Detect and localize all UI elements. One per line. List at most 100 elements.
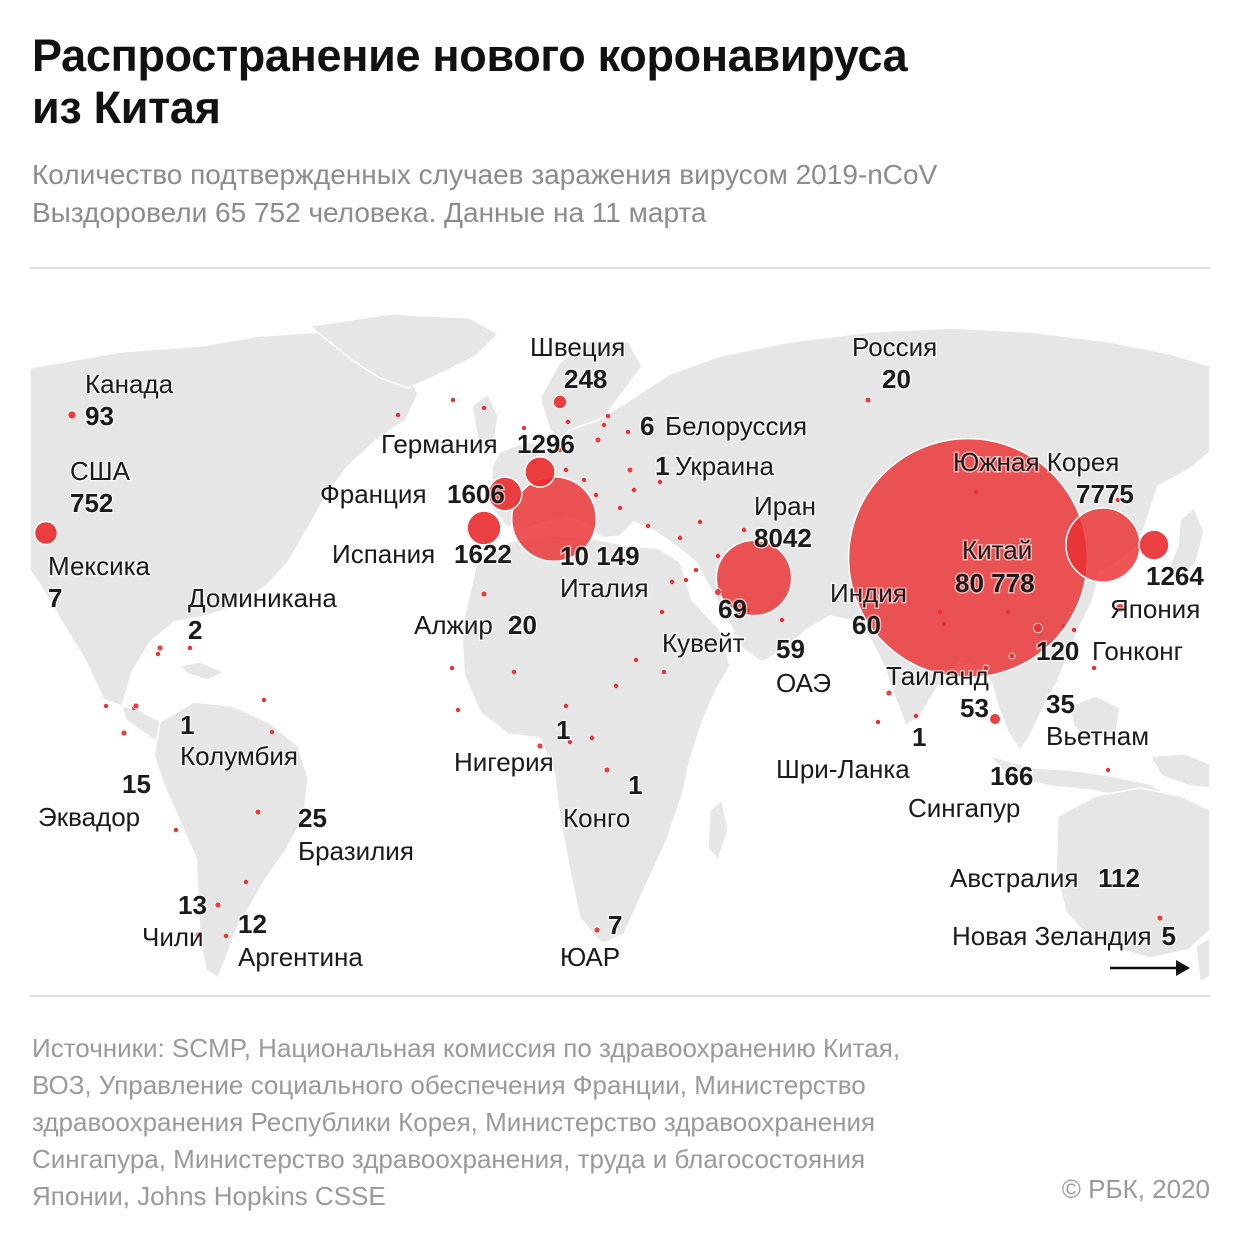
- case-count-thailand: 53: [960, 693, 989, 723]
- bubble-usa: [33, 520, 59, 546]
- case-count-russia: 20: [882, 364, 911, 394]
- minor-case-dot: [593, 492, 599, 498]
- minor-case-dot: [455, 707, 461, 713]
- minor-case-dot: [223, 933, 229, 939]
- country-name-new-zealand: Новая Зеландия: [952, 921, 1152, 951]
- minor-case-dot: [1071, 627, 1077, 633]
- land-south-america: [153, 701, 309, 979]
- case-count-ecuador: 15: [122, 769, 151, 799]
- country-name-vietnam: Вьетнам: [1046, 721, 1149, 751]
- bubble-belarus: [594, 436, 602, 444]
- bubble-brazil: [254, 808, 262, 816]
- subtitle-line-2: Выздоровели 65 752 человека. Данные на 1…: [32, 197, 707, 228]
- country-name-ukraine: Украина: [675, 451, 775, 481]
- bubble-kuwait: [714, 588, 722, 596]
- country-name-spain: Испания: [332, 539, 435, 569]
- minor-case-dot: [631, 487, 637, 493]
- country-name-sweden: Швеция: [530, 332, 625, 362]
- bubble-ecuador: [120, 729, 128, 737]
- minor-case-dot: [103, 703, 109, 709]
- country-name-iran: Иран: [754, 491, 816, 521]
- country-name-south-africa: ЮАР: [560, 942, 620, 972]
- country-name-belarus: Белоруссия: [665, 411, 807, 441]
- minor-case-dot: [645, 523, 651, 529]
- case-count-hong-kong: 120: [1036, 636, 1079, 666]
- case-count-argentina: 12: [238, 909, 267, 939]
- country-name-congo: Конго: [563, 803, 630, 833]
- case-count-algeria: 20: [508, 610, 537, 640]
- country-name-argentina: Аргентина: [238, 942, 363, 972]
- minor-case-dot: [243, 879, 249, 885]
- bubble-uae: [736, 608, 744, 616]
- title-line-2: из Китая: [32, 82, 221, 133]
- minor-case-dot: [521, 425, 527, 431]
- minor-case-dot: [677, 535, 683, 541]
- bubble-algeria: [480, 590, 488, 598]
- minor-case-dot: [601, 422, 607, 428]
- minor-case-dot: [697, 519, 703, 525]
- minor-case-dot: [659, 609, 665, 615]
- case-count-vietnam: 35: [1046, 689, 1075, 719]
- case-count-japan: 1264: [1146, 561, 1204, 591]
- sources-line-3: здравоохранения Республики Корея, Минист…: [32, 1107, 876, 1137]
- minor-case-dot: [715, 553, 721, 559]
- country-name-south-korea: Южная Корея: [953, 447, 1119, 477]
- bubble-south-korea: [1065, 507, 1141, 583]
- minor-case-dot: [261, 697, 267, 703]
- bubble-new-zealand: [1156, 914, 1164, 922]
- bubble-spain: [466, 510, 502, 546]
- country-name-france: Франция: [320, 479, 427, 509]
- country-name-japan: Япония: [1110, 594, 1200, 624]
- subtitle-line-1: Количество подтвержденных случаев зараже…: [32, 159, 938, 190]
- country-name-hong-kong: Гонконг: [1092, 636, 1183, 666]
- minor-case-dot: [563, 703, 569, 709]
- case-count-new-zealand: 5: [1162, 921, 1176, 951]
- land-australia: [1055, 787, 1210, 959]
- bubble-congo: [603, 766, 611, 774]
- land-japan: [1167, 507, 1205, 583]
- case-count-china: 80 778: [955, 568, 1035, 598]
- minor-case-dot: [633, 657, 639, 663]
- bubble-ukraine: [626, 466, 634, 474]
- minor-case-dot: [741, 527, 747, 533]
- case-count-uae: 59: [776, 634, 805, 664]
- minor-case-dot: [173, 827, 179, 833]
- minor-case-dot: [581, 477, 587, 483]
- sources-line-5: Японии, Johns Hopkins CSSE: [32, 1181, 386, 1211]
- case-count-usa: 752: [70, 488, 113, 518]
- bubble-singapore: [989, 713, 1001, 725]
- minor-case-dot: [669, 579, 675, 585]
- minor-case-dot: [565, 419, 571, 425]
- country-name-dominican: Доминикана: [188, 583, 337, 613]
- minor-case-dot: [449, 665, 455, 671]
- country-name-brazil: Бразилия: [298, 836, 414, 866]
- case-count-sri-lanka: 1: [912, 722, 926, 752]
- minor-case-dot: [625, 429, 631, 435]
- bubble-iran: [715, 539, 793, 617]
- minor-case-dot: [657, 479, 663, 485]
- bubble-australia: [1115, 603, 1125, 613]
- bubble-layer: [33, 394, 1170, 939]
- land-madagascar: [707, 799, 729, 861]
- sources-line-2: ВОЗ, Управление социального обеспечения …: [32, 1070, 866, 1100]
- sources-line-1: Источники: SCMP, Национальная комиссия п…: [32, 1033, 901, 1063]
- sources-line-4: Сингапура, Министерство здравоохранения,…: [32, 1144, 866, 1174]
- minor-case-dot: [187, 645, 193, 651]
- country-name-sri-lanka: Шри-Ланка: [776, 754, 910, 784]
- bottom-divider: [30, 995, 1210, 997]
- title-line-1: Распространение нового коронавируса: [32, 30, 908, 81]
- country-name-chile: Чили: [142, 922, 204, 952]
- case-count-kuwait: 69: [718, 594, 747, 624]
- minor-case-dot: [1105, 767, 1111, 773]
- case-count-south-africa: 7: [608, 910, 622, 940]
- bubble-vietnam: [1008, 652, 1016, 660]
- bubble-france: [487, 476, 523, 512]
- country-name-india: Индия: [830, 578, 907, 608]
- bubble-south-africa: [593, 926, 601, 934]
- minor-case-dot: [1115, 497, 1121, 503]
- minor-case-dot: [913, 713, 919, 719]
- minor-case-dot: [1091, 665, 1097, 671]
- bubble-japan: [1138, 529, 1170, 561]
- minor-case-dot: [481, 405, 487, 411]
